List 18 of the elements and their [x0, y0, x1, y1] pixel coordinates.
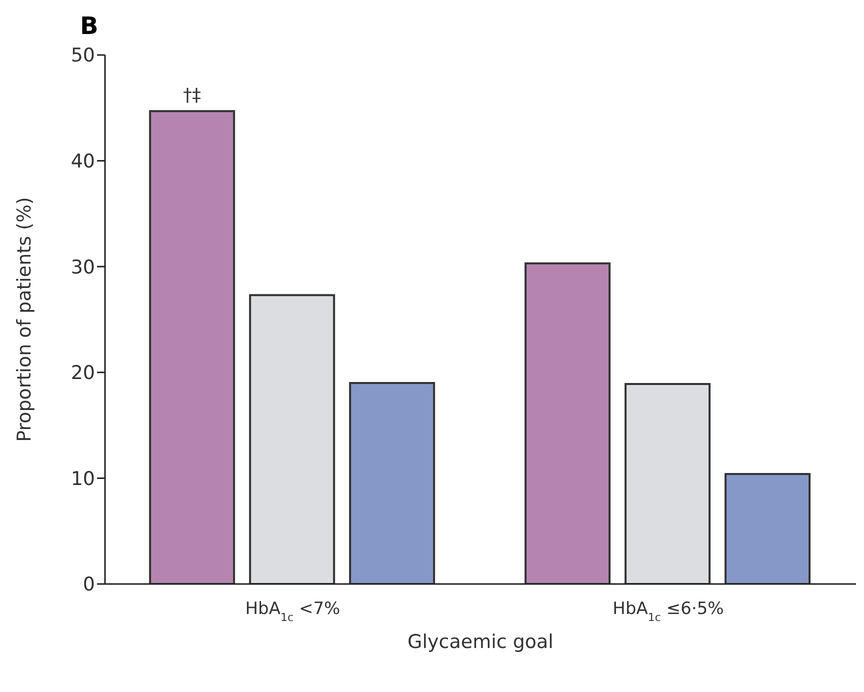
- y-tick-label: 40: [70, 150, 95, 173]
- bar: [624, 383, 711, 584]
- annotation: †‡: [183, 85, 202, 106]
- bar: [349, 382, 436, 584]
- x-tick-label: HbA$_{1c}$ <7%: [245, 599, 340, 624]
- x-tick-label: HbA$_{1c}$ ≤6·5%: [612, 599, 724, 624]
- y-tick-label: 50: [70, 44, 95, 67]
- bar: [249, 294, 336, 584]
- bar: [724, 472, 811, 584]
- y-axis-title: Proportion of patients (%): [14, 197, 36, 442]
- bar: [524, 262, 611, 584]
- bar: [149, 110, 236, 584]
- y-tick-label: 30: [70, 256, 95, 278]
- chart-title: B: [80, 12, 98, 40]
- y-tick-label: 10: [70, 468, 95, 490]
- x-axis-title: Glycaemic goal: [408, 631, 554, 653]
- y-tick-label: 20: [70, 362, 95, 384]
- y-tick-label: 0: [82, 574, 95, 596]
